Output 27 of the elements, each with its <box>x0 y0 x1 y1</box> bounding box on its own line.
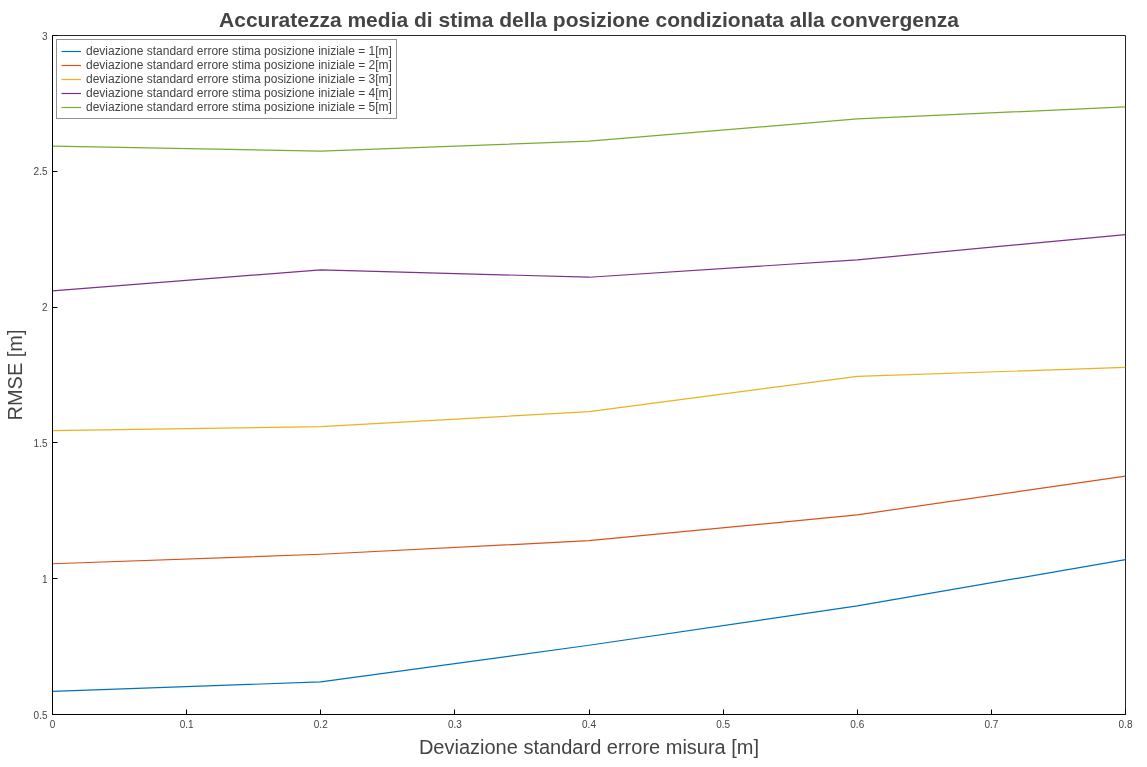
y-tick-label: 3 <box>41 30 48 42</box>
x-tick-label: 0.5 <box>716 718 731 730</box>
legend-label: deviazione standard errore stima posizione iniziale = 5[m] <box>86 100 392 114</box>
x-tick-label: 0.4 <box>582 718 597 730</box>
y-tick-label: 1.5 <box>33 437 48 449</box>
x-tick-label: 0.6 <box>850 718 865 730</box>
x-tick-label: 0 <box>49 718 56 730</box>
legend-label: deviazione standard errore stima posizione iniziale = 1[m] <box>86 44 392 58</box>
y-axis-title: RMSE [m] <box>3 329 26 421</box>
line-series <box>52 559 1126 693</box>
legend-label: deviazione standard errore stima posizione iniziale = 3[m] <box>86 72 392 86</box>
x-tick-label: 0.2 <box>313 718 329 730</box>
chart-title: Accuratezza media di stima della posizione condizionata alla convergenza <box>219 7 960 31</box>
legend-label: deviazione standard errore stima posizione iniziale = 2[m] <box>86 58 392 72</box>
x-tick-label: 0.3 <box>447 718 463 730</box>
line-series <box>52 475 1126 565</box>
y-tick-label: 0.5 <box>33 709 48 721</box>
x-tick-label: 0.1 <box>179 718 195 730</box>
legend-label: deviazione standard errore stima posizione iniziale = 4[m] <box>86 86 392 100</box>
y-tick-label: 2 <box>41 302 48 314</box>
y-tick-label: 1 <box>41 573 48 585</box>
line-series <box>52 233 1126 292</box>
x-axis-title: Deviazione standard errore misura [m] <box>418 735 760 758</box>
y-tick-label: 2.5 <box>33 166 48 178</box>
x-tick-label: 0.7 <box>984 718 999 730</box>
x-tick-label: 0.8 <box>1118 718 1133 730</box>
line-series <box>52 366 1126 432</box>
